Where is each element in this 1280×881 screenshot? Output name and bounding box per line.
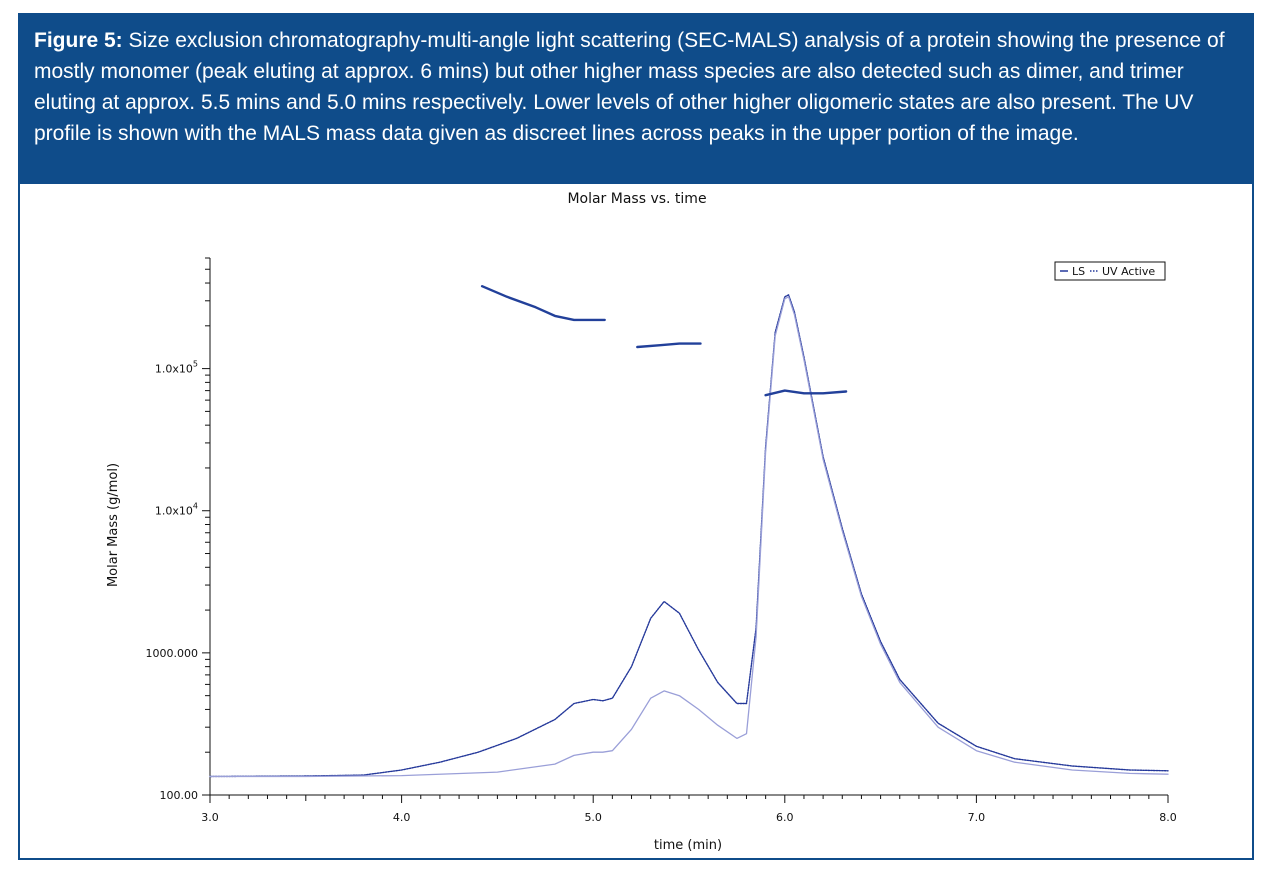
y-tick-label: 100.00 [160,789,199,802]
x-tick-label: 5.0 [584,811,602,824]
axes-group: 3.0 4.0 5.0 6.0 7.0 8.0 100.00 1000.000 1.0x104 1… [146,257,1177,824]
figure-frame: Figure 5: Size exclusion chromatography-… [18,13,1254,860]
legend: LS UV Active [1054,261,1166,281]
legend-uv-label: UV Active [1102,265,1155,278]
molar-mass-segment-3 [764,389,848,397]
y-axis-label: Molar Mass (g/mol) [106,463,121,587]
x-tick-label: 4.0 [393,811,411,824]
x-tick-label: 7.0 [968,811,986,824]
y-tick-label: 1.0x104 [155,502,198,518]
y-tick-label: 1.0x105 [155,360,198,376]
x-tick-label: 3.0 [201,811,219,824]
x-tick-label: 8.0 [1159,811,1177,824]
figure-caption: Figure 5: Size exclusion chromatography-… [20,15,1252,184]
molar-mass-segment-2 [636,342,702,349]
legend-box [1054,261,1166,281]
y-tick-exponent: 4 [193,502,198,511]
y-tick-label: 1000.000 [146,647,199,660]
uv-series-line [209,296,1169,778]
molar-mass-segment-1 [480,285,606,322]
y-tick-exponent: 5 [193,360,198,369]
series-group [209,285,1169,778]
legend-ls-label: LS [1072,265,1085,278]
x-axis-label: time (min) [654,838,722,853]
chart-title: Molar Mass vs. time [567,191,706,207]
x-tick-label: 6.0 [776,811,794,824]
caption-text: Size exclusion chromatography-multi-angl… [34,29,1225,145]
caption-lead: Figure 5: [34,29,123,52]
ls-series-line [209,294,1169,778]
